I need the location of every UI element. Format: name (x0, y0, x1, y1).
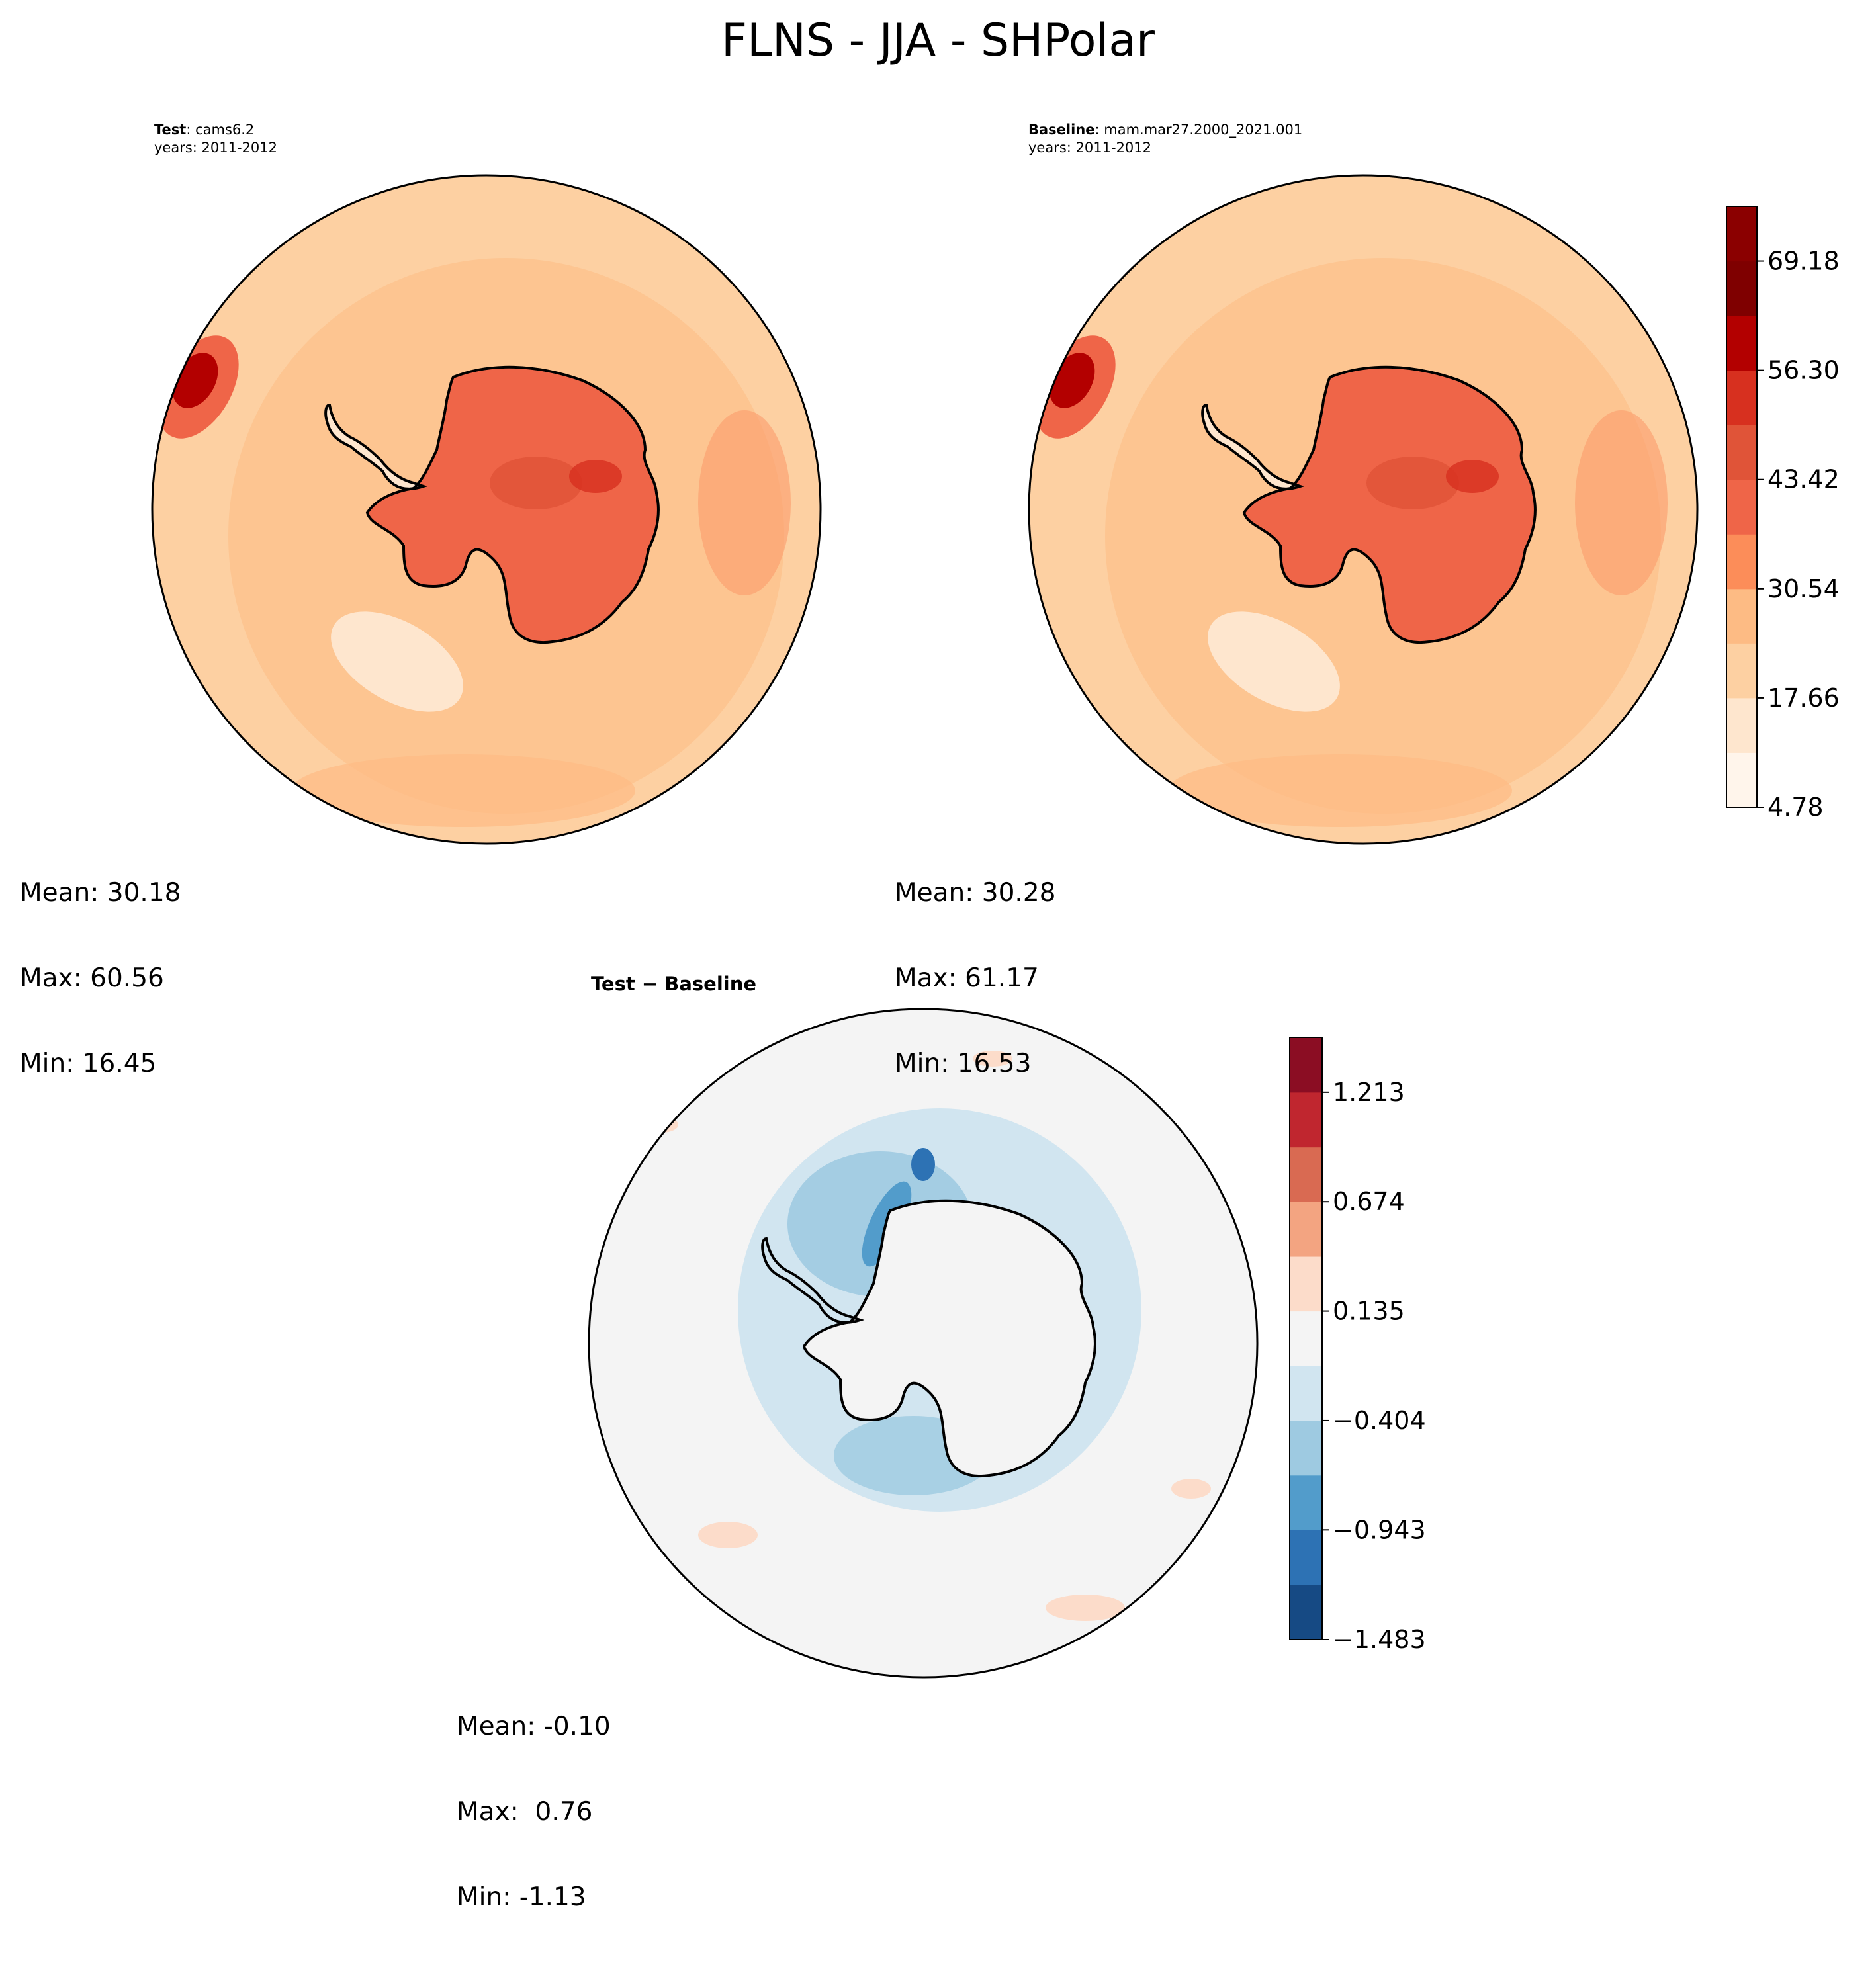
difference-mean: Mean: -0.10 (457, 1712, 611, 1741)
difference-colorbar-tick-label: −0.943 (1333, 1515, 1426, 1544)
difference-colorbar-segment (1290, 1311, 1322, 1366)
test-map-boundary (151, 174, 822, 845)
main-colorbar-tick-label: 43.42 (1767, 465, 1840, 494)
difference-colorbar-tick-label: −1.483 (1333, 1625, 1426, 1654)
difference-colorbar-segment (1290, 1037, 1322, 1093)
main-colorbar-tick-label: 17.66 (1767, 683, 1840, 713)
baseline-years: years: 2011-2012 (1028, 140, 1152, 155)
difference-colorbar-segment (1290, 1202, 1322, 1257)
difference-colorbar-segment (1290, 1092, 1322, 1148)
test-stats: Mean: 30.18 Max: 60.56 Min: 16.45 (20, 822, 181, 1135)
difference-min: Min: -1.13 (457, 1882, 586, 1912)
main-colorbar-segment (1726, 261, 1757, 316)
main-colorbar-segment (1726, 479, 1757, 535)
difference-colorbar-tick-label: 0.674 (1333, 1187, 1405, 1216)
baseline-map-boundary (1028, 174, 1699, 845)
test-mean: Mean: 30.18 (20, 878, 181, 908)
difference-colorbar-segment (1290, 1366, 1322, 1421)
main-colorbar-tick-label: 69.18 (1767, 247, 1840, 276)
baseline-label-bold: Baseline (1028, 122, 1095, 138)
difference-colorbar-segment (1290, 1256, 1322, 1312)
difference-colorbar-segment (1290, 1147, 1322, 1202)
baseline-mean: Mean: 30.28 (895, 878, 1056, 908)
main-colorbar-segment (1726, 752, 1757, 808)
main-colorbar-frame (1726, 206, 1758, 808)
difference-max: Max: 0.76 (457, 1797, 593, 1827)
main-colorbar: 69.18 56.30 43.42 30.54 17.66 4.78 (1726, 206, 1840, 822)
main-colorbar-segment (1726, 534, 1757, 590)
baseline-panel-title: Baseline: mam.mar27.2000_2021.001 years:… (1028, 121, 1302, 157)
difference-colorbar-segment (1290, 1585, 1322, 1640)
difference-colorbar-segment (1290, 1475, 1322, 1530)
difference-colorbar-frame (1289, 1037, 1323, 1640)
baseline-max: Max: 61.17 (895, 963, 1039, 993)
difference-colorbar-tick-label: 1.213 (1333, 1078, 1405, 1107)
main-colorbar-tick-label: 30.54 (1767, 574, 1840, 603)
baseline-stats: Mean: 30.28 Max: 61.17 Min: 16.53 (895, 822, 1055, 1135)
difference-colorbar-segment (1290, 1530, 1322, 1585)
test-panel-title: Test: cams6.2 years: 2011-2012 (154, 121, 277, 157)
baseline-min: Min: 16.53 (895, 1049, 1032, 1078)
main-colorbar-segment (1726, 697, 1757, 753)
difference-stats: Mean: -0.10 Max: 0.76 Min: -1.13 (457, 1655, 611, 1968)
figure-title: FLNS - JJA - SHPolar (721, 15, 1155, 67)
difference-colorbar-tick-label: −0.404 (1333, 1406, 1426, 1435)
main-colorbar-segment (1726, 643, 1757, 699)
difference-panel-title: Test − Baseline (591, 973, 757, 995)
main-colorbar-segment (1726, 370, 1757, 425)
main-colorbar-segment (1726, 316, 1757, 371)
test-label-rest: : cams6.2 (186, 122, 255, 138)
baseline-map (1029, 175, 1697, 844)
test-max: Max: 60.56 (20, 963, 164, 993)
baseline-label-rest: : mam.mar27.2000_2021.001 (1094, 122, 1303, 138)
main-colorbar-tick-label: 56.30 (1767, 356, 1840, 385)
test-min: Min: 16.45 (20, 1049, 157, 1078)
difference-map-boundary (588, 1008, 1259, 1679)
main-colorbar-segment (1726, 425, 1757, 480)
difference-map (589, 1009, 1257, 1677)
main-colorbar-tick-label: 4.78 (1767, 793, 1824, 822)
difference-colorbar: 1.213 0.674 0.135 −0.404 −0.943 −1.483 (1289, 1037, 1426, 1654)
difference-colorbar-segment (1290, 1420, 1322, 1476)
difference-colorbar-tick-label: 0.135 (1333, 1297, 1405, 1326)
figure: FLNS - JJA - SHPolar Test: cams6.2 years… (20, 15, 1840, 1911)
test-map (152, 175, 821, 844)
maps-canvas: 69.18 56.30 43.42 30.54 17.66 4.78 1.213 0.674… (151, 174, 1840, 1679)
test-label-bold: Test (154, 122, 187, 138)
main-colorbar-segment (1726, 588, 1757, 644)
main-colorbar-segment (1726, 206, 1757, 262)
test-years: years: 2011-2012 (154, 140, 278, 155)
